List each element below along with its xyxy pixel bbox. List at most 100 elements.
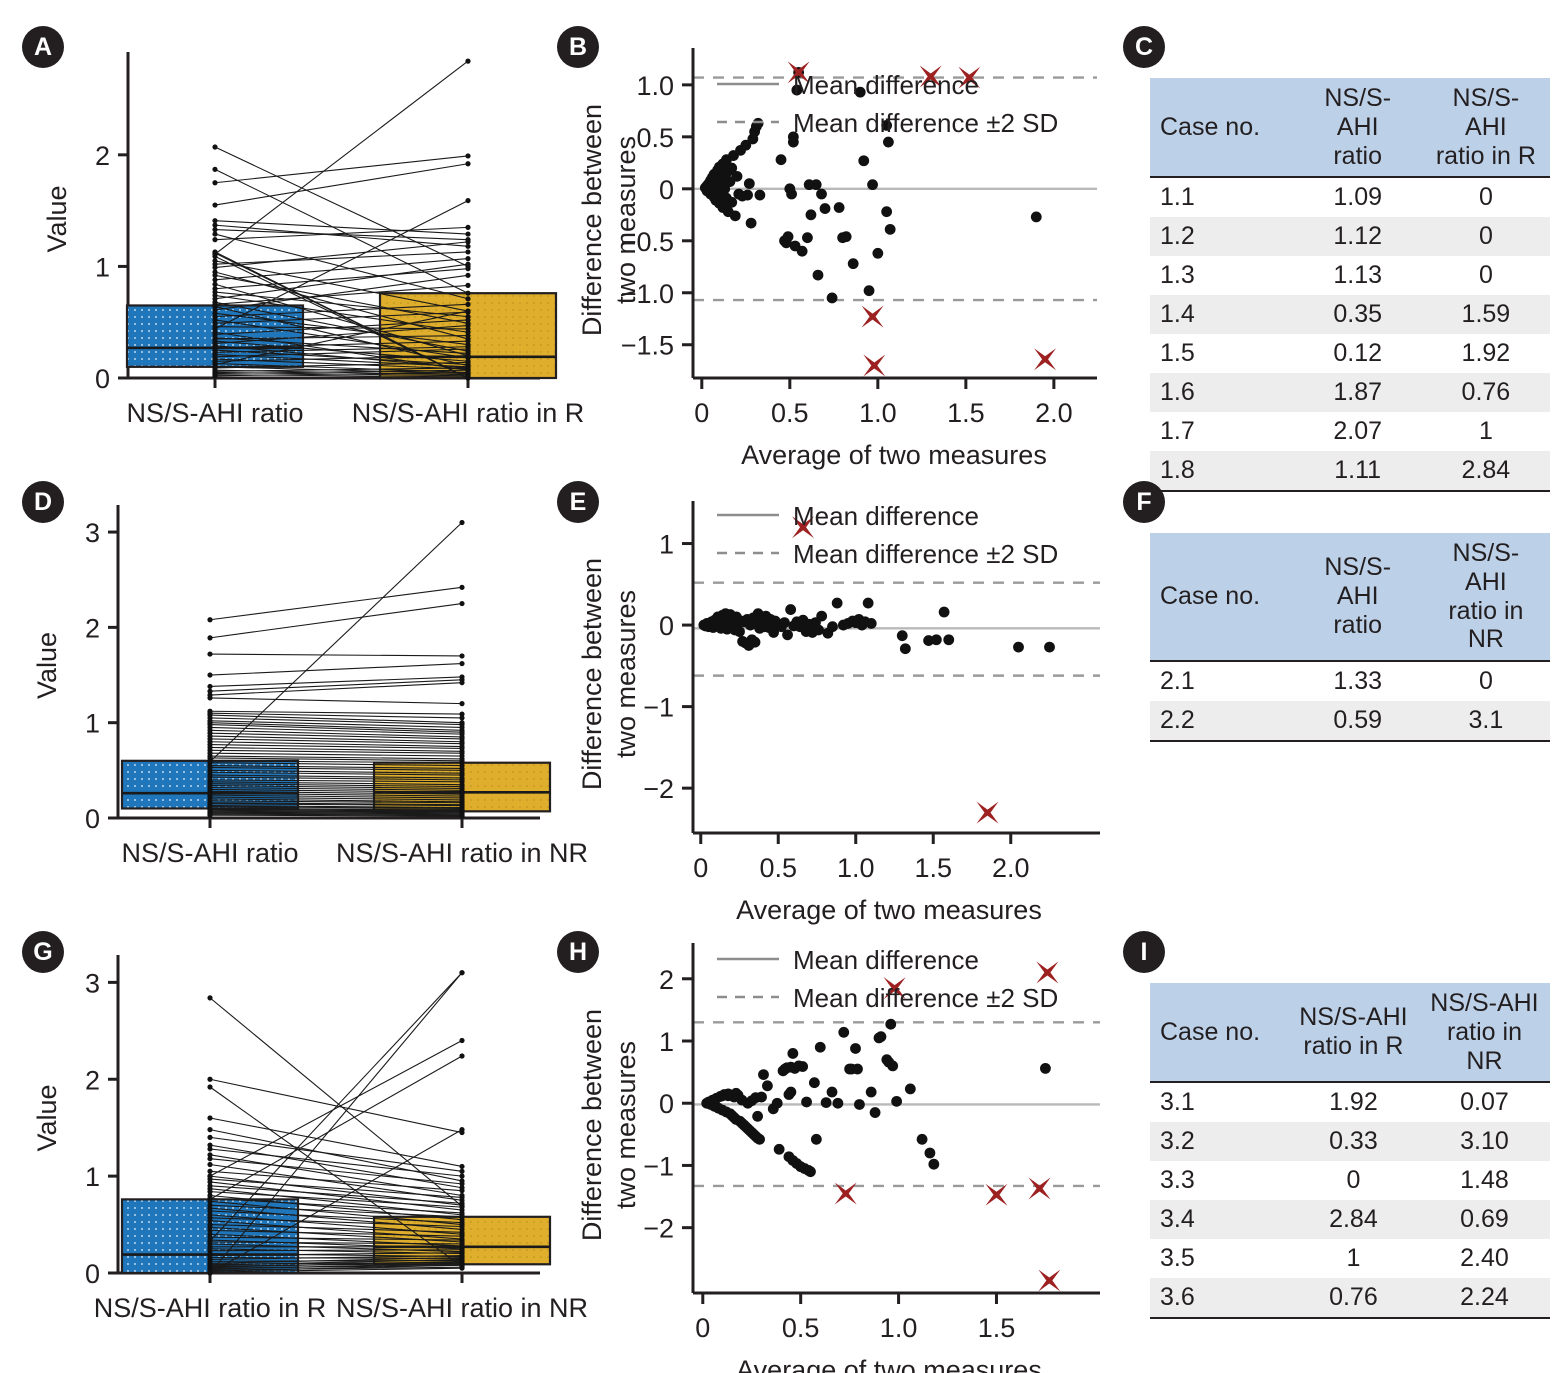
cell-value: 0 bbox=[1478, 222, 1493, 251]
cell-case-no: 1.7 bbox=[1160, 417, 1195, 446]
x-tick-label: 1.5 bbox=[978, 1313, 1016, 1343]
y-tick-label: 0 bbox=[659, 1089, 674, 1119]
cell-value: 0.35 bbox=[1333, 300, 1383, 329]
y-tick-label: −2 bbox=[643, 1214, 674, 1244]
table-i-header-row: Case no. NS/S-AHI ratio in R NS/S-AHI rati… bbox=[1150, 983, 1550, 1083]
data-points bbox=[699, 66, 1042, 304]
outlier-x-icon bbox=[1038, 1269, 1061, 1292]
y-axis-title-line2: two measures bbox=[611, 1041, 641, 1209]
table-c-col-ratio-r: NS/S-AHI ratio in R bbox=[1421, 78, 1550, 178]
y-axis-title: Value bbox=[42, 185, 72, 252]
cell-case-no: 1.5 bbox=[1160, 339, 1195, 368]
table-row: 1.6 1.87 0.76 bbox=[1150, 373, 1550, 413]
y-tick-label: 1.0 bbox=[636, 71, 674, 101]
table-f: Case no. NS/S-AHI ratio NS/S-AHI ratio in … bbox=[1150, 533, 1550, 742]
cell-value: 2.84 bbox=[1461, 456, 1511, 485]
x-tick-label: 0 bbox=[695, 1313, 710, 1343]
y-tick-label: −2 bbox=[643, 774, 674, 804]
cell-value: 0 bbox=[1478, 667, 1493, 695]
cell-value: 0.07 bbox=[1460, 1088, 1509, 1117]
cell-value: 1.13 bbox=[1333, 261, 1383, 290]
cell-value: 0.59 bbox=[1333, 706, 1383, 734]
table-i: Case no. NS/S-AHI ratio in R NS/S-AHI rati… bbox=[1150, 983, 1550, 1319]
data-points bbox=[698, 597, 1055, 655]
legend-label-loa: Mean difference ±2 SD bbox=[793, 108, 1058, 138]
x-axis-title: Average of two measures bbox=[736, 1355, 1042, 1373]
cell-value: 1 bbox=[1346, 1244, 1361, 1273]
data-points bbox=[701, 1018, 1051, 1178]
table-row: 1.7 2.07 1 bbox=[1150, 412, 1550, 451]
y-axis-title-line1: Difference between bbox=[577, 558, 607, 790]
panel-b-bland-altman: 1.0 0.5 0 −0.5 −1.0 −1.5 0 0.5 1.0 1.5 2.0 Average … bbox=[577, 48, 1097, 470]
table-f-col-ratio: NS/S-AHI ratio bbox=[1293, 533, 1422, 661]
x-tick-label: 1.5 bbox=[914, 853, 952, 883]
table-c: Case no. NS/S-AHI ratio NS/S-AHI ratio in … bbox=[1150, 78, 1550, 492]
panel-badge-f: F bbox=[1123, 481, 1165, 523]
y-tick-label: 0 bbox=[85, 1259, 100, 1289]
cell-value: 2.40 bbox=[1460, 1244, 1509, 1273]
y-tick-label: 2 bbox=[659, 965, 674, 995]
table-row: 3.6 0.76 2.24 bbox=[1150, 1278, 1550, 1319]
x-tick-label: 2.0 bbox=[992, 853, 1030, 883]
x-tick-label: 1.5 bbox=[947, 398, 985, 428]
panel-b: B 1.0 0.5 0 −0.5 −1.0 −1.5 0 0.5 1.0 1.5 2.0 Averag… bbox=[545, 0, 1105, 470]
outlier-markers bbox=[834, 961, 1061, 1292]
cell-case-no: 1.8 bbox=[1160, 456, 1195, 485]
x-category-label-right: NS/S-AHI ratio in R bbox=[352, 398, 585, 428]
panel-badge-e: E bbox=[557, 481, 599, 523]
outlier-x-icon bbox=[861, 305, 884, 328]
outlier-x-icon bbox=[919, 65, 942, 88]
y-axis-title: Value bbox=[32, 1084, 62, 1151]
cell-value: 1.12 bbox=[1333, 222, 1383, 251]
table-row: 2.2 0.59 3.1 bbox=[1150, 701, 1550, 741]
cell-value: 0 bbox=[1478, 261, 1493, 290]
table-c-head: Case no. NS/S-AHI ratio NS/S-AHI ratio in … bbox=[1150, 78, 1550, 178]
cell-value: 0.76 bbox=[1329, 1283, 1378, 1312]
outlier-x-icon bbox=[883, 977, 906, 1000]
outlier-x-icon bbox=[834, 1182, 857, 1205]
outlier-x-icon bbox=[1036, 961, 1059, 984]
cell-value: 1.09 bbox=[1333, 183, 1383, 212]
panel-f: F Case no. NS/S-AHI ratio NS/S-AHI ratio i… bbox=[1110, 455, 1561, 741]
x-tick-label: 0.5 bbox=[782, 1313, 820, 1343]
cell-case-no: 1.6 bbox=[1160, 378, 1195, 407]
y-axis-title-line2: two measures bbox=[611, 590, 641, 758]
table-i-head: Case no. NS/S-AHI ratio in R NS/S-AHI rati… bbox=[1150, 983, 1550, 1083]
y-tick-label: 1 bbox=[85, 709, 100, 739]
slope-lines bbox=[207, 519, 465, 819]
table-row: 1.5 0.12 1.92 bbox=[1150, 334, 1550, 373]
table-row: 3.3 0 1.48 bbox=[1150, 1161, 1550, 1200]
y-tick-label: −1.5 bbox=[621, 331, 674, 361]
y-tick-label: 3 bbox=[85, 968, 100, 998]
outlier-x-icon bbox=[976, 801, 999, 824]
cell-case-no: 3.5 bbox=[1160, 1244, 1195, 1273]
cell-value: 0 bbox=[1346, 1166, 1361, 1195]
outlier-x-icon bbox=[1028, 1177, 1051, 1200]
outlier-x-icon bbox=[958, 66, 981, 89]
x-tick-label: 1.0 bbox=[837, 853, 875, 883]
cell-value: 0.12 bbox=[1333, 339, 1383, 368]
legend-label-mean: Mean difference bbox=[793, 70, 979, 100]
y-tick-label: −1.0 bbox=[621, 279, 674, 309]
table-row: 1.8 1.11 2.84 bbox=[1150, 451, 1550, 492]
y-tick-label: 0 bbox=[659, 611, 674, 641]
legend-label-mean: Mean difference bbox=[793, 945, 979, 975]
cell-value: 1.87 bbox=[1333, 378, 1383, 407]
cell-value: 0.33 bbox=[1329, 1127, 1378, 1156]
outlier-x-icon bbox=[787, 61, 810, 84]
panel-c: C Case no. NS/S-AHI ratio NS/S-AHI ratio i… bbox=[1110, 0, 1561, 492]
cell-case-no: 3.2 bbox=[1160, 1127, 1195, 1156]
cell-case-no: 1.3 bbox=[1160, 261, 1195, 290]
outlier-x-icon bbox=[863, 354, 886, 377]
x-category-label-right: NS/S-AHI ratio in NR bbox=[336, 838, 588, 868]
cell-value: 1.92 bbox=[1461, 339, 1511, 368]
table-row: 3.5 1 2.40 bbox=[1150, 1239, 1550, 1278]
cell-case-no: 1.2 bbox=[1160, 222, 1195, 251]
table-c-col-case: Case no. bbox=[1150, 78, 1294, 178]
x-tick-label: 2.0 bbox=[1035, 398, 1073, 428]
panel-h: H 2 1 0 −1 −2 0 0.5 1.0 1.5 Average of two measur… bbox=[545, 905, 1105, 1373]
panel-h-bland-altman: 2 1 0 −1 −2 0 0.5 1.0 1.5 Average of two measures… bbox=[577, 943, 1100, 1373]
legend-label-mean: Mean difference bbox=[793, 501, 979, 531]
table-i-col-ratio-nr: NS/S-AHI ratio in NR bbox=[1418, 983, 1550, 1083]
panel-e: E 1 0 −1 −2 0 0.5 1.0 1.5 2.0 Average of two meas… bbox=[545, 455, 1105, 925]
